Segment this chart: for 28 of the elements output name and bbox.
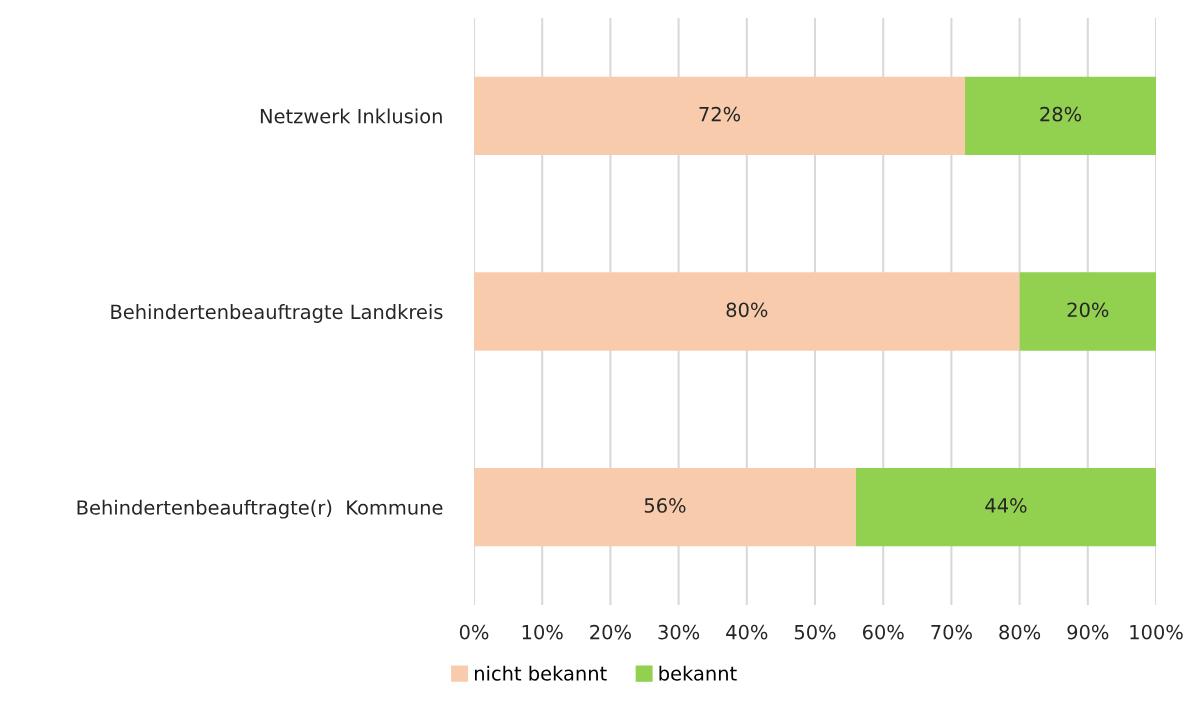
bar	[474, 76, 966, 155]
legend-label: bekannt	[659, 665, 737, 681]
data-label: 20%	[1067, 302, 1109, 318]
bar	[1019, 272, 1156, 351]
x-tick-label: 10%	[522, 624, 563, 640]
x-tick-label: 30%	[658, 624, 700, 640]
bar	[474, 272, 1020, 351]
x-tick-label: 60%	[862, 624, 904, 640]
y-tick-label: Behindertenbeauftragte(r) Kommune	[77, 499, 443, 519]
bar	[855, 468, 1156, 547]
bar	[474, 468, 856, 547]
x-tick-label: 80%	[999, 624, 1041, 640]
x-tick-label: 40%	[726, 624, 768, 640]
data-label: 56%	[644, 498, 686, 513]
data-label: 72%	[699, 106, 741, 122]
x-tick-label: 50%	[794, 624, 836, 640]
data-label: 80%	[726, 302, 768, 318]
x-tick-label: 90%	[1067, 624, 1109, 640]
y-tick-label: Behindertenbeauftragte Landkreis	[111, 304, 443, 323]
x-tick-label: 70%	[931, 624, 972, 640]
data-label: 44%	[985, 498, 1027, 513]
x-tick-label: 20%	[590, 624, 631, 640]
x-tick-label: 0%	[459, 624, 489, 640]
bar	[965, 76, 1156, 155]
legend-label: nicht bekannt	[475, 665, 607, 681]
x-tick-label: 100%	[1130, 624, 1183, 640]
data-label: 28%	[1040, 106, 1082, 122]
y-tick-label: Netzwerk Inklusion	[260, 108, 442, 124]
